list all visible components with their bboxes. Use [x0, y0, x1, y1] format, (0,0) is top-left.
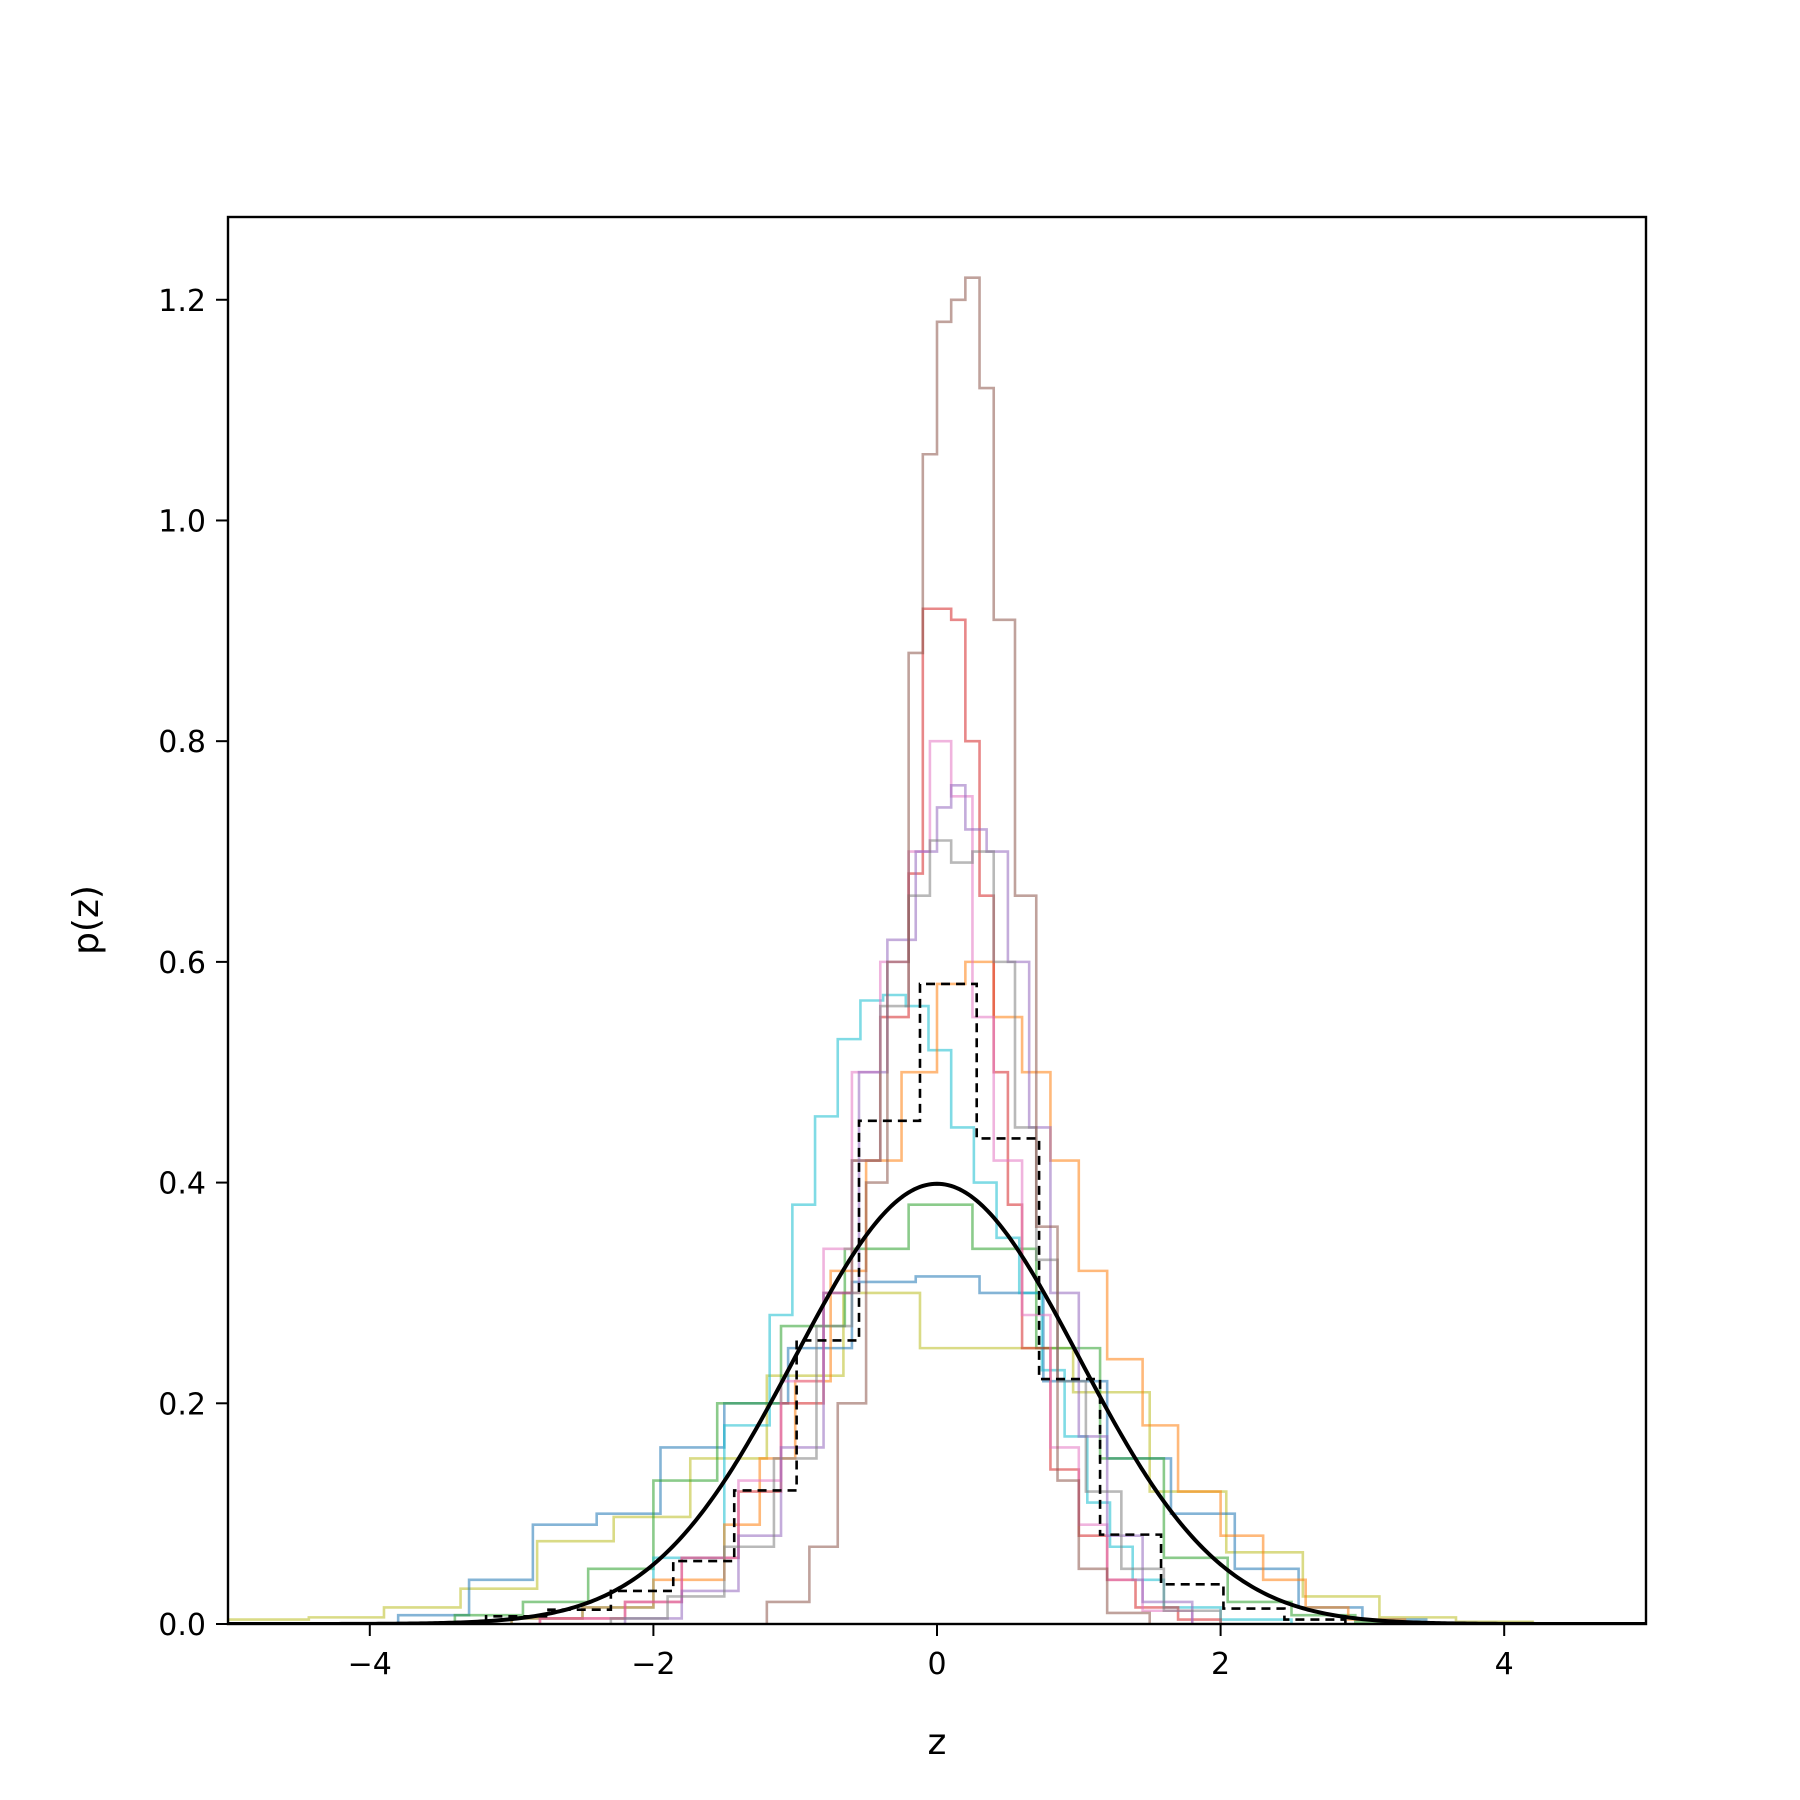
x-tick-label: 4	[1495, 1647, 1514, 1682]
histogram-step-5	[538, 607, 1222, 1624]
histogram-step-7	[623, 784, 1194, 1624]
histogram-step-0	[228, 1291, 1534, 1624]
histogram-step-9	[765, 276, 1151, 1624]
histogram-step-2	[453, 1203, 1421, 1624]
y-axis-label: p(z)	[66, 885, 107, 955]
y-tick-label: 1.2	[158, 284, 206, 319]
y-tick-label: 0.4	[158, 1167, 206, 1202]
y-tick-label: 1.0	[158, 504, 206, 539]
y-tick-label: 0.2	[158, 1387, 206, 1422]
x-tick-label: 2	[1211, 1647, 1230, 1682]
x-axis-label: z	[928, 1722, 947, 1763]
y-tick-label: 0.8	[158, 725, 206, 760]
x-tick-label: −4	[348, 1647, 392, 1682]
histogram-step-8	[609, 839, 1222, 1624]
normal-pdf-curve	[228, 1181, 1646, 1624]
y-tick-label: 0.0	[158, 1608, 206, 1643]
x-tick-label: 0	[927, 1647, 946, 1682]
ticks-layer: −4 −2 0 2 4 0.0 0.2 0.4 0.6 0.8 1.0 1.2	[158, 284, 1513, 1682]
histogram-step-4	[510, 960, 1407, 1624]
series-layer	[228, 276, 1646, 1624]
histogram-step-3	[510, 993, 1293, 1624]
y-tick-label: 0.6	[158, 946, 206, 981]
histogram-step-1	[396, 1275, 1428, 1624]
x-tick-label: −2	[631, 1647, 675, 1682]
